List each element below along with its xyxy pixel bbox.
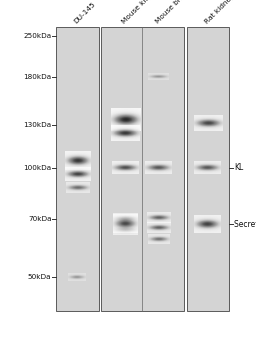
Text: KL: KL <box>234 163 243 172</box>
Bar <box>56 27 99 311</box>
Text: Mouse kidney: Mouse kidney <box>121 0 161 25</box>
Text: 70kDa: 70kDa <box>28 216 51 222</box>
Text: 250kDa: 250kDa <box>23 33 51 39</box>
Text: Secreted KL: Secreted KL <box>234 220 256 228</box>
Text: 100kDa: 100kDa <box>23 165 51 171</box>
Text: DU-145: DU-145 <box>73 1 97 25</box>
Bar <box>187 27 229 311</box>
Bar <box>101 27 184 311</box>
Text: 130kDa: 130kDa <box>23 122 51 128</box>
Text: 180kDa: 180kDa <box>23 74 51 80</box>
Text: Mouse brain: Mouse brain <box>154 0 191 25</box>
Text: Rat kidney: Rat kidney <box>204 0 236 25</box>
Text: 50kDa: 50kDa <box>28 274 51 280</box>
